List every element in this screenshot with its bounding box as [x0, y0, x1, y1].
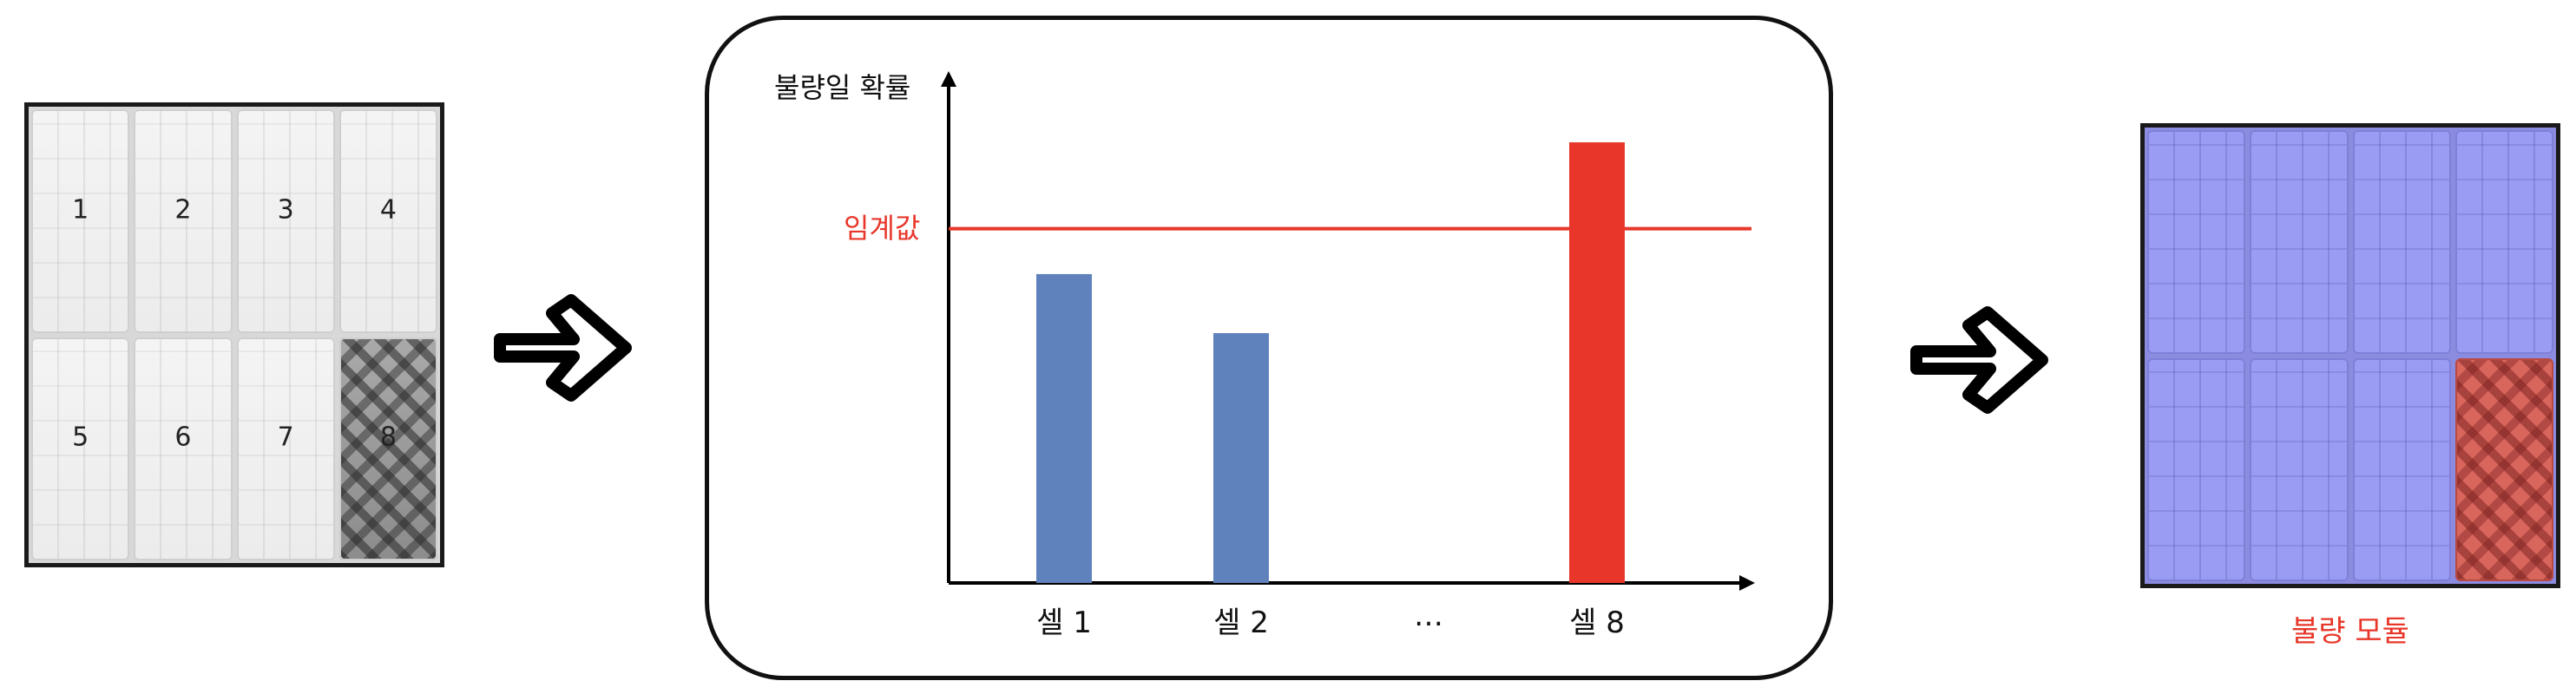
x-tick-label: 셀 8: [1569, 606, 1625, 640]
normal-cell: [2352, 357, 2451, 581]
module-cell: 1: [31, 109, 130, 333]
cell-number: 1: [72, 194, 89, 226]
module-cell: 6: [134, 337, 233, 560]
bar-2: [1213, 333, 1269, 583]
normal-cell: [2147, 130, 2246, 354]
cell-number: 7: [277, 422, 294, 453]
x-tick-label: …: [1414, 599, 1443, 633]
x-tick-label: 셀 1: [1036, 606, 1092, 640]
module-cell: 3: [236, 109, 335, 333]
x-tick-label: 셀 2: [1213, 606, 1269, 640]
defective-module-label: 불량 모듈: [2291, 614, 2409, 649]
module-cell: 7: [236, 337, 335, 560]
cell-number: 3: [277, 194, 294, 226]
cell-number: 2: [174, 194, 192, 226]
defective-cell: [2454, 357, 2553, 581]
input-solar-module: 1 2 3 4 5 6 7 8: [24, 102, 444, 567]
normal-cell: [2250, 357, 2349, 581]
bar-4: [1569, 142, 1625, 583]
y-axis-label: 불량일 확률: [774, 71, 911, 104]
cell-number: 8: [379, 422, 397, 453]
module-cell-defective: 8: [338, 337, 437, 560]
bar-1: [1036, 273, 1092, 583]
threshold-label: 임계값: [844, 212, 921, 245]
normal-cell: [2250, 130, 2349, 354]
normal-cell: [2147, 357, 2246, 581]
classified-solar-module: [2140, 123, 2560, 588]
cell-number: 6: [174, 422, 192, 453]
y-axis-arrowhead: [941, 71, 956, 87]
module-cell: 2: [134, 109, 233, 333]
x-axis-arrowhead: [1739, 575, 1755, 591]
module-cell: 4: [338, 109, 437, 333]
chart-bars: [1036, 142, 1625, 583]
flow-arrow-icon: [1908, 286, 2055, 434]
normal-cell: [2454, 130, 2553, 354]
module-cell: 5: [31, 337, 130, 560]
cell-number: 5: [72, 422, 89, 453]
flow-arrow-icon: [491, 274, 639, 422]
normal-cell: [2352, 130, 2451, 354]
cell-number: 4: [379, 194, 397, 226]
